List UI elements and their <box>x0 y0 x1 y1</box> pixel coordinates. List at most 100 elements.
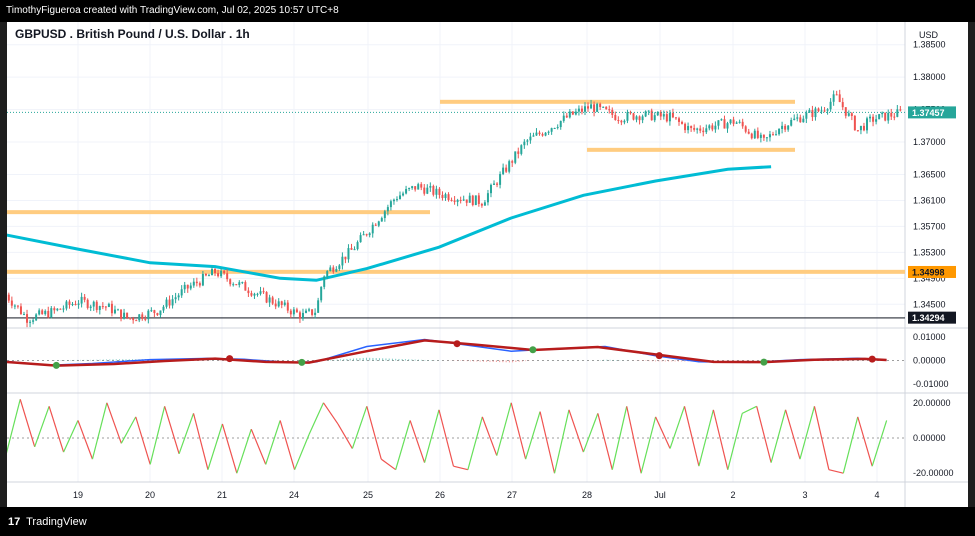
candle-body <box>362 234 365 236</box>
candle-body <box>544 132 547 136</box>
candle-body <box>847 113 850 116</box>
candle-body <box>511 161 514 163</box>
oscillator-segment <box>438 409 455 467</box>
candle-body <box>805 112 808 119</box>
candle-body <box>538 132 541 135</box>
candle-body <box>344 256 347 260</box>
time-axis-tick: 19 <box>73 490 83 500</box>
level-support-upper <box>587 147 795 152</box>
price-axis-tick: 1.35700 <box>913 221 946 231</box>
candle-body <box>629 112 632 114</box>
candle-body <box>138 314 141 321</box>
macd-axis-tick: -0.01000 <box>913 379 949 389</box>
candle-body <box>644 111 647 117</box>
candle-body <box>86 299 89 308</box>
oscillator-segment <box>106 402 122 444</box>
price-axis-tick: 1.38000 <box>913 72 946 82</box>
candle-body <box>356 242 359 250</box>
candle-body <box>220 270 223 277</box>
candle-body <box>489 184 492 194</box>
candle-body <box>144 318 147 320</box>
candle-body <box>107 303 110 307</box>
candle-body <box>247 290 250 294</box>
candle-body <box>317 300 320 313</box>
candle-body <box>186 284 189 289</box>
candle-body <box>65 301 68 309</box>
oscillator-segment <box>337 423 353 449</box>
candle-body <box>638 116 641 121</box>
price-axis-tick: 1.36500 <box>913 170 946 180</box>
candle-body <box>702 130 705 133</box>
candle-body <box>389 201 392 208</box>
candle-body <box>214 268 217 274</box>
oscillator-segment <box>481 416 498 456</box>
tradingview-logo[interactable]: 17 TradingView <box>8 516 87 528</box>
candle-body <box>771 134 774 136</box>
candle-body <box>626 112 629 121</box>
macd-cross-marker <box>453 340 461 348</box>
candle-body <box>353 249 356 251</box>
tradingview-logo-icon: 17 <box>8 516 21 528</box>
candle-body <box>174 297 177 300</box>
candle-body <box>459 199 462 201</box>
candle-body <box>320 286 323 301</box>
candle-body <box>690 126 693 129</box>
candle-body <box>802 118 805 123</box>
price-axis-tick: 1.37000 <box>913 137 946 147</box>
oscillator-segment <box>7 399 21 454</box>
oscillator-segment <box>294 434 310 470</box>
chart-panel[interactable]: GBPUSD . British Pound / U.S. Dollar . 1… <box>7 22 968 507</box>
candle-body <box>841 102 844 108</box>
price-tag: 1.34294 <box>912 313 945 323</box>
candle-body <box>426 187 429 194</box>
price-axis-tick: 1.36100 <box>913 195 946 205</box>
candle-body <box>156 313 159 316</box>
oscillator-segment <box>467 416 483 470</box>
candle-body <box>547 131 550 133</box>
candle-body <box>259 291 262 294</box>
oscillator-segment <box>395 420 411 470</box>
candle-body <box>62 308 65 310</box>
candle-body <box>568 111 571 118</box>
macd-signal-line <box>7 339 887 367</box>
oscillator-segment <box>34 406 50 448</box>
candle-body <box>35 314 38 321</box>
oscillator-segment <box>727 413 743 470</box>
candle-body <box>68 301 71 305</box>
oscillator-segment <box>712 409 729 470</box>
candle-body <box>283 302 286 305</box>
candle-body <box>217 273 220 277</box>
candle-body <box>417 184 420 190</box>
candle-body <box>289 310 292 315</box>
candle-body <box>705 128 708 133</box>
macd-axis-tick: 0.00000 <box>913 356 946 366</box>
candle-body <box>817 108 820 112</box>
candle-body <box>884 112 887 121</box>
candle-body <box>71 304 74 306</box>
candle-body <box>332 267 335 272</box>
time-axis-tick: 25 <box>363 490 373 500</box>
candle-body <box>429 186 432 188</box>
candle-body <box>590 104 593 109</box>
candle-body <box>477 195 480 204</box>
candle-body <box>250 293 253 296</box>
candle-body <box>408 188 411 190</box>
candle-body <box>189 285 192 289</box>
candle-body <box>116 309 119 311</box>
macd-cross-marker <box>760 358 768 366</box>
price-axis-tick: 1.34500 <box>913 299 946 309</box>
oscillator-segment <box>496 402 512 456</box>
oscillator-axis-tick: 0.00000 <box>913 433 946 443</box>
candle-body <box>820 110 823 112</box>
candle-body <box>699 128 702 131</box>
candle-body <box>486 193 489 203</box>
candle-body <box>878 114 881 120</box>
chart-canvas[interactable]: GBPUSD . British Pound / U.S. Dollar . 1… <box>7 22 968 507</box>
candle-body <box>650 110 653 121</box>
candle-body <box>32 320 35 322</box>
candle-body <box>7 294 10 301</box>
oscillator-segment <box>19 399 36 447</box>
oscillator-segment <box>221 423 238 474</box>
candle-body <box>696 128 699 130</box>
oscillator-axis-tick: -20.00000 <box>913 468 954 478</box>
